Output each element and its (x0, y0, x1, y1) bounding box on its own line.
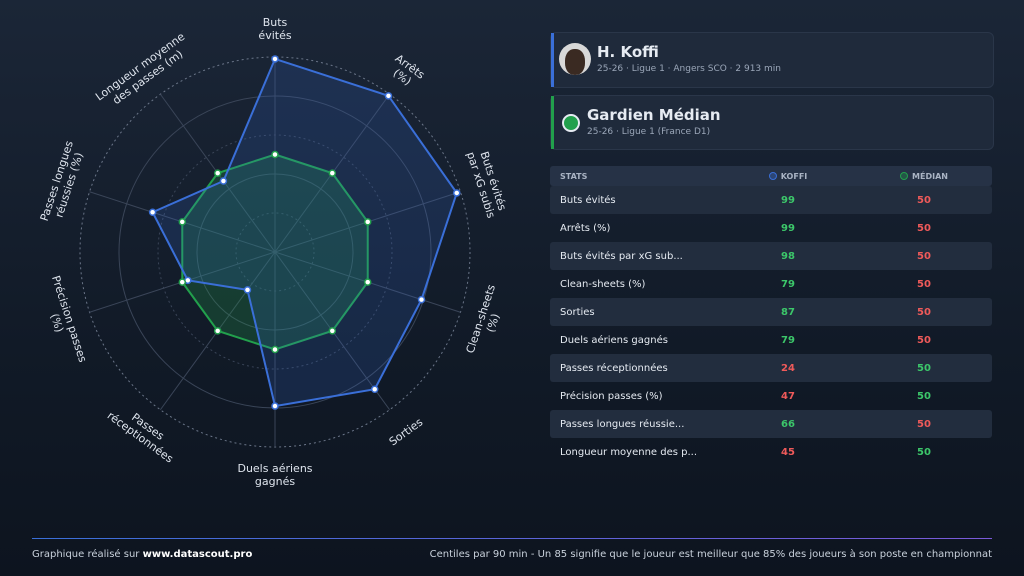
data-point (370, 385, 379, 393)
data-point (328, 169, 337, 177)
stat-name: Buts évités par xG sub... (560, 250, 683, 262)
legend-dot (768, 172, 777, 180)
reference-card: Gardien Médian 25-26 · Ligue 1 (France D… (550, 95, 994, 150)
data-point (213, 169, 222, 177)
icon (562, 114, 580, 132)
accent (551, 96, 554, 149)
footer-text: Graphique réalisé sur (32, 549, 140, 560)
stat-name: Duels aériens gagnés (560, 334, 668, 346)
player-value: 99 (781, 222, 795, 234)
footer-left: Graphique réalisé sur www.datascout.pro (32, 549, 252, 560)
data-point (452, 189, 461, 197)
median-value: 50 (917, 390, 931, 402)
data-point (363, 218, 372, 226)
median-value: 50 (917, 222, 931, 234)
footer-rule (32, 538, 992, 539)
data-point (417, 295, 426, 304)
table-row: Arrêts (%) 99 50 (550, 214, 992, 242)
footer-right: Centiles par 90 min - Un 85 signifie que… (429, 549, 992, 560)
table-row: Précision passes (%) 47 50 (550, 382, 992, 410)
data-point (148, 208, 157, 216)
stat-name: Arrêts (%) (560, 222, 611, 234)
stat-name: Buts évités (560, 194, 616, 206)
table-row: Clean-sheets (%) 79 50 (550, 270, 992, 298)
series-area (151, 57, 458, 408)
data-point (178, 278, 187, 286)
median-value: 50 (917, 334, 931, 346)
legend-label: KOFFI (780, 171, 808, 181)
stats-table: STATS KOFFI MÉDIAN Buts évités 99 50 Arrêts… (550, 166, 992, 466)
data-point (213, 327, 222, 335)
data-point (363, 278, 372, 286)
median-value: 50 (917, 306, 931, 318)
data-point (178, 218, 187, 226)
data-point (271, 150, 279, 159)
player-meta: 25-26 · Ligue 1 · Angers SCO · 2 913 min (597, 64, 781, 74)
stat-name: Passes longues réussie... (560, 418, 685, 430)
median-value: 50 (917, 194, 931, 206)
table-row: Buts évités par xG sub... 98 50 (550, 242, 992, 270)
player-value: 79 (781, 278, 795, 290)
data-point (243, 286, 252, 294)
stat-name: Sorties (560, 306, 595, 318)
table-row: Longueur moyenne des p... 45 50 (550, 438, 992, 466)
avatar (559, 43, 591, 75)
player-value: 45 (781, 446, 795, 458)
legend-dot (900, 172, 909, 180)
player-value: 47 (781, 390, 795, 402)
player-value: 79 (781, 334, 795, 346)
reference-name: Gardien Médian (587, 106, 721, 124)
player-name: H. Koffi (597, 43, 659, 61)
player-value: 98 (781, 250, 795, 262)
data-point (384, 92, 393, 100)
header-cell: STATS (560, 171, 588, 181)
player-card: H. Koffi 25-26 · Ligue 1 · Angers SCO · … (550, 32, 994, 88)
axis-label: Duels aériens gagnés (237, 462, 313, 488)
data-point (271, 402, 279, 410)
stat-name: Passes réceptionnées (560, 362, 668, 374)
data-point (271, 345, 279, 354)
reference-meta: 25-26 · Ligue 1 (France D1) (587, 127, 711, 137)
header-cell: MÉDIAN (856, 172, 992, 181)
footer-site: www.datascout.pro (142, 549, 253, 560)
table-header: STATS KOFFI MÉDIAN (550, 166, 992, 186)
stat-name: Clean-sheets (%) (560, 278, 646, 290)
accent (551, 33, 554, 87)
median-value: 50 (917, 418, 931, 430)
table-row: Passes longues réussie... 66 50 (550, 410, 992, 438)
table-row: Duels aériens gagnés 79 50 (550, 326, 992, 354)
player-value: 66 (781, 418, 795, 430)
median-value: 50 (917, 278, 931, 290)
table-row: Sorties 87 50 (550, 298, 992, 326)
player-value: 99 (781, 194, 795, 206)
legend-label: MÉDIAN (912, 171, 948, 181)
stat-name: Précision passes (%) (560, 390, 663, 402)
median-value: 50 (917, 362, 931, 374)
stat-name: Longueur moyenne des p... (560, 446, 698, 458)
median-value: 50 (917, 446, 931, 458)
table-row: Buts évités 99 50 (550, 186, 992, 214)
data-point (219, 177, 228, 185)
median-value: 50 (917, 250, 931, 262)
data-point (328, 327, 337, 335)
table-row: Passes réceptionnées 24 50 (550, 354, 992, 382)
player-value: 24 (781, 362, 795, 374)
header-cell: KOFFI (720, 172, 856, 181)
data-point (271, 55, 279, 63)
player-value: 87 (781, 306, 795, 318)
radar-chart (79, 55, 471, 448)
axis-label: Buts évités (258, 16, 292, 42)
